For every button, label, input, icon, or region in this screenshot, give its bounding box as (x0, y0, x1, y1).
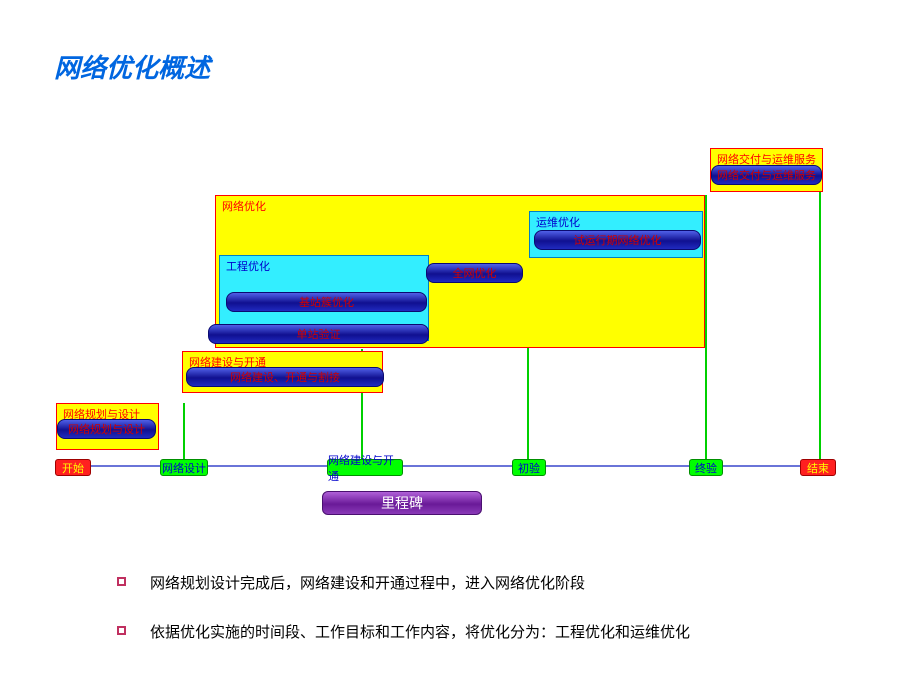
milestone-node: 网络设计 (160, 459, 208, 476)
phase-label: 运维优化 (536, 214, 580, 230)
bullet-text: 依据优化实施的时间段、工作目标和工作内容，将优化分为：工程优化和运维优化 (150, 621, 690, 642)
activity-pill: 网络规划与设计 (57, 419, 156, 439)
bullet-list: 网络规划设计完成后，网络建设和开通过程中，进入网络优化阶段依据优化实施的时间段、… (117, 572, 690, 670)
activity-pill: 网络交付与运维服务 (711, 165, 822, 185)
legend-milestone: 里程碑 (322, 491, 482, 515)
activity-pill: 单站验证 (208, 324, 429, 344)
bullet-text: 网络规划设计完成后，网络建设和开通过程中，进入网络优化阶段 (150, 572, 585, 593)
activity-pill: 基站簇优化 (226, 292, 427, 312)
bullet-item: 网络规划设计完成后，网络建设和开通过程中，进入网络优化阶段 (117, 572, 690, 593)
phase-label: 网络优化 (222, 198, 266, 214)
phase-label: 工程优化 (226, 258, 270, 274)
milestone-node: 开始 (55, 459, 91, 476)
milestone-node: 初验 (512, 459, 546, 476)
milestone-node: 结束 (800, 459, 836, 476)
activity-pill: 试运行期网络优化 (534, 230, 701, 250)
bullet-item: 依据优化实施的时间段、工作目标和工作内容，将优化分为：工程优化和运维优化 (117, 621, 690, 642)
milestone-node: 终验 (689, 459, 723, 476)
bullet-square-icon (117, 626, 126, 635)
activity-pill: 网络建设、开通与割接 (186, 367, 384, 387)
bullet-square-icon (117, 577, 126, 586)
milestone-node: 网络建设与开通 (327, 459, 403, 476)
activity-pill: 全网优化 (426, 263, 523, 283)
